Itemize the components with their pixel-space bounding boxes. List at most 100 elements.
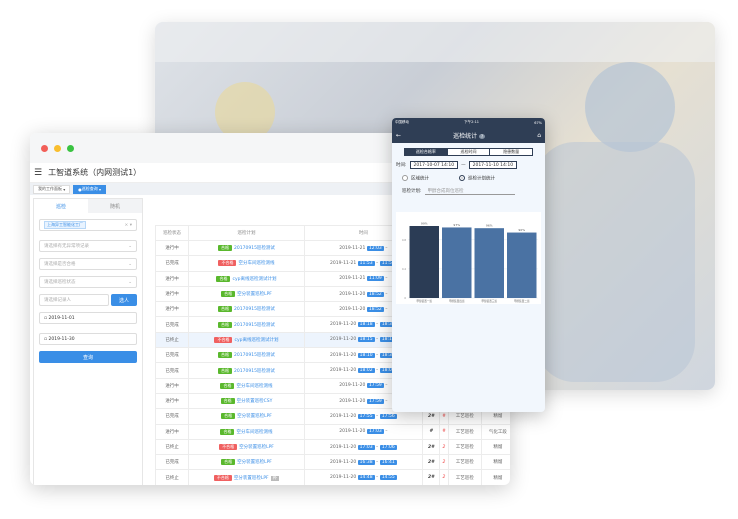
- status-cell: 已终止: [154, 438, 190, 456]
- status-cell: 进行中: [154, 423, 190, 440]
- qualified-select[interactable]: 请选择是否合格 ⌄: [39, 258, 137, 270]
- date: 2019-11-21: [339, 276, 366, 282]
- select-person-button[interactable]: 选人: [111, 294, 137, 306]
- plan-link[interactable]: 空分装置巡检LPF: [233, 475, 269, 481]
- x-tick-label: 甲醇装置三班: [481, 299, 497, 303]
- query-button[interactable]: 查询: [39, 351, 137, 363]
- data-label: 90%: [518, 228, 525, 232]
- abnormal-select[interactable]: 请选择有无异常项记录 ⌄: [39, 240, 137, 252]
- recorder-input[interactable]: 请选择记录人: [39, 294, 109, 306]
- post-cell: 精馏: [480, 454, 510, 471]
- plan-link[interactable]: 20170915巡检测试: [234, 307, 275, 313]
- date-to-input[interactable]: 2017-11-10 14:10: [468, 161, 518, 169]
- status-cell: 进行中: [154, 392, 190, 410]
- home-icon[interactable]: ⌂: [537, 131, 541, 139]
- factory-chip[interactable]: 上海异工智能化工厂: [44, 221, 86, 229]
- start-time: 17:59: [366, 383, 384, 389]
- plan-cell: 合格 空分车间巡检测线: [188, 423, 305, 440]
- stat-mode: 区域统计 巡检计划统计: [396, 175, 541, 182]
- menu-icon[interactable]: ☰: [34, 167, 43, 178]
- date-separator: —: [461, 162, 466, 168]
- status-cell: 已终止: [154, 331, 190, 349]
- table-row[interactable]: 已完成 合格 空分装置巡检LPF 2019-11-20 17:55 – 17:56…: [154, 408, 510, 425]
- data-label: 97%: [453, 223, 460, 227]
- mark-cell: 2: [439, 438, 449, 456]
- tab-random[interactable]: 随机: [88, 199, 142, 213]
- date: 2019-11-20: [339, 429, 366, 435]
- plan-link[interactable]: 空分车间巡检测线: [236, 383, 273, 389]
- plan-link[interactable]: 20170915巡检测试: [234, 322, 275, 328]
- time-cell: 2019-11-20 14:48 – 14:55: [303, 469, 423, 485]
- plan-link[interactable]: 20170915巡检测试: [234, 353, 275, 359]
- plan-link[interactable]: 空分装置巡检LPF: [237, 414, 272, 420]
- plan-link[interactable]: 20170915巡检测试: [234, 246, 275, 252]
- plan-link[interactable]: cyp离线巡检测试计划: [234, 337, 279, 343]
- minimize-window-button[interactable]: [54, 145, 61, 152]
- table-row[interactable]: 已终止 不合格 空分装置巡检LPF 2019-11-20 17:03 – 17:0…: [154, 438, 510, 456]
- start-date-input[interactable]: ▫ 2019-11-01: [39, 312, 137, 324]
- segment-hazards[interactable]: 隐患数量: [489, 149, 533, 155]
- status-select[interactable]: 请选择巡检状态 ⌄: [39, 276, 137, 288]
- end-date-input[interactable]: ▫ 2019-11-30: [39, 333, 137, 345]
- start-time: 17:59: [366, 398, 384, 404]
- plan-link[interactable]: 空分装置巡检LPF: [237, 460, 272, 466]
- start-time: 18:15: [357, 337, 375, 343]
- table-row[interactable]: 进行中 合格 空分车间巡检测线 2019-11-20 17:03 – # # 工艺…: [154, 423, 510, 440]
- status-bar: 中国移动 下午2:11 67%: [392, 118, 545, 127]
- plan-link[interactable]: 20170915巡检测试: [234, 368, 275, 374]
- table-row[interactable]: 已终止 不合格 空分装置巡检LPF 补 2019-11-20 14:48 – 14:…: [154, 469, 510, 485]
- plan-link[interactable]: 空分车间巡检测线: [236, 429, 273, 435]
- screen-title: 巡检统计: [453, 132, 478, 140]
- plan-link[interactable]: cyp离线巡检测试计划: [232, 276, 277, 282]
- clock: 下午2:11: [464, 120, 480, 124]
- plan-link[interactable]: 空分装置巡检CSY: [236, 399, 273, 405]
- data-label: 96%: [486, 224, 493, 228]
- calendar-icon: ▫: [44, 336, 49, 342]
- factory-select[interactable]: 上海异工智能化工厂 × ▾: [39, 219, 137, 231]
- end-date: 2019-11-30: [48, 336, 75, 342]
- date: 2019-11-20: [330, 368, 357, 374]
- table-row[interactable]: 已完成 合格 空分装置巡检LPF 2019-11-20 16:38 – 16:41…: [154, 454, 510, 471]
- filter-panel: 巡检 随机 上海异工智能化工厂 × ▾ 请选择有无异常项记录 ⌄ 请选择是否合格 ⌄ …: [33, 198, 143, 485]
- tab-workbench[interactable]: 我的工作面板 ▾: [33, 184, 71, 194]
- plan-cell: 合格 20170915巡检测试: [188, 239, 305, 257]
- tab-inspection[interactable]: 巡检: [55, 203, 66, 210]
- date: 2019-11-20: [339, 398, 366, 404]
- date: 2019-11-20: [339, 383, 366, 389]
- radio-area[interactable]: 区域统计: [402, 175, 429, 182]
- app-title: 工智道系统（内网测试1）: [48, 168, 142, 177]
- segment-time[interactable]: 巡检时间: [446, 149, 490, 155]
- date: 2019-11-20: [330, 337, 357, 343]
- start-time: 12:03: [366, 245, 384, 251]
- chevron-down-icon: ⌄: [128, 243, 132, 249]
- time-cell: 2019-11-20 16:38 – 16:41: [303, 454, 423, 471]
- plan-cell: 合格 20170915巡检测试: [188, 347, 305, 364]
- radio-plan[interactable]: 巡检计划统计: [459, 175, 495, 182]
- close-window-button[interactable]: [41, 145, 48, 152]
- segment-pass-rate[interactable]: 巡检合格率: [405, 149, 447, 155]
- date-from-input[interactable]: 2017-10-07 14:10: [409, 161, 459, 169]
- plan-link[interactable]: 空分装置巡检LPF: [237, 292, 272, 298]
- plan-cell: 合格 20170915巡检测试: [188, 316, 305, 333]
- plan-link[interactable]: 空分装置巡检LPF: [239, 445, 274, 450]
- plan-cell: 合格 20170915巡检测试: [188, 301, 305, 318]
- clear-chevron-icon[interactable]: × ▾: [124, 222, 132, 228]
- tab-inspection-query[interactable]: ● 巡检查询 ▾: [73, 184, 107, 194]
- back-arrow-icon[interactable]: ←: [396, 131, 402, 139]
- stat-segments: 巡检合格率 巡检时间 隐患数量: [404, 148, 533, 156]
- plan-select[interactable]: 甲醇合成岗位巡检: [424, 188, 515, 195]
- data-label: 99%: [421, 222, 428, 226]
- app-header: ☰ 工智道系统（内网测试1）: [30, 163, 510, 183]
- plan-link[interactable]: 空分车间巡检测线: [238, 261, 275, 267]
- date: 2019-11-21: [330, 260, 357, 266]
- pass-rate-chart: 0 0.4 0.8 99% 甲醇装置一班 97% 甲醇装置四班 96% 甲醇装置三班 90% 甲醇装…: [396, 212, 541, 304]
- bar: [474, 228, 504, 298]
- date: 2019-11-21: [339, 245, 366, 251]
- bar: [442, 227, 472, 298]
- start-time: 18:52: [366, 291, 384, 297]
- maximize-window-button[interactable]: [67, 145, 74, 152]
- date: 2019-11-20: [330, 322, 357, 328]
- time-cell: 2019-11-20 17:03 –: [303, 423, 423, 440]
- help-icon[interactable]: ?: [479, 133, 486, 139]
- end-time: 18:06: [379, 368, 397, 374]
